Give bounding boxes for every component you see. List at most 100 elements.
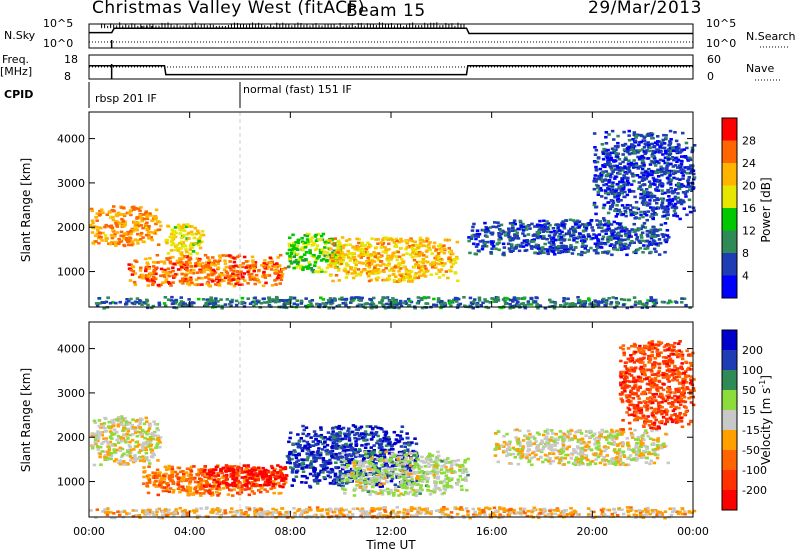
scatter-cell [640, 171, 644, 175]
scatter-cell [148, 230, 152, 234]
scatter-cell [141, 240, 145, 243]
scatter-cell [594, 212, 598, 216]
scatter-cell [104, 429, 108, 433]
scatter-cell [516, 297, 520, 300]
scatter-cell [413, 274, 417, 277]
scatter-cell [543, 248, 548, 251]
scatter-cell [339, 262, 344, 265]
scatter-cell [98, 433, 102, 436]
scatter-cell [197, 238, 202, 242]
scatter-cell [283, 304, 287, 308]
scatter-cell [555, 246, 559, 250]
scatter-cell [646, 235, 650, 238]
scatter-cell [113, 233, 117, 236]
scatter-cell [102, 307, 106, 310]
scatter-cell [217, 279, 222, 282]
scatter-cell [144, 267, 148, 270]
scatter-cell [446, 276, 450, 280]
scatter-cell [392, 299, 397, 303]
scatter-cell [529, 245, 533, 248]
scatter-cell [641, 195, 645, 199]
scatter-cell [220, 304, 224, 308]
scatter-cell [367, 246, 371, 249]
scatter-cell [183, 255, 187, 258]
scatter-cell [442, 251, 447, 255]
scatter-cell [601, 157, 606, 161]
scatter-cell [90, 219, 95, 222]
scatter-cell [657, 253, 662, 256]
scatter-cell [595, 223, 600, 226]
scatter-cell [166, 258, 170, 261]
scatter-cell [309, 237, 313, 241]
scatter-cell [223, 474, 227, 478]
scatter-cell [145, 278, 150, 281]
scatter-cell [422, 296, 427, 299]
scatter-cell [126, 230, 130, 234]
scatter-cell [168, 282, 172, 285]
freq-label: Freq. [2, 53, 30, 66]
scatter-cell [533, 251, 537, 255]
scatter-cell [418, 252, 423, 256]
scatter-cell [130, 438, 135, 442]
scatter-cell [159, 274, 163, 278]
scatter-cell [473, 298, 477, 301]
scatter-cell [458, 302, 463, 306]
scatter-cell [116, 423, 121, 426]
scatter-cell [523, 225, 527, 229]
scatter-cell [612, 220, 616, 224]
scatter-cell [232, 488, 236, 491]
scatter-cell [596, 237, 600, 241]
scatter-cell [207, 283, 211, 287]
scatter-cell [614, 297, 618, 300]
scatter-cell [166, 281, 171, 284]
scatter-cell [300, 240, 305, 243]
scatter-cell [388, 299, 392, 303]
scatter-cell [156, 428, 160, 432]
scatter-cell [121, 419, 125, 422]
scatter-cell [633, 303, 638, 307]
scatter-cell [497, 224, 501, 228]
scatter-cell [182, 223, 186, 227]
scatter-cell [642, 139, 647, 142]
scatter-cell [485, 235, 489, 238]
scatter-cell [646, 299, 650, 302]
scatter-cell [218, 480, 223, 484]
scatter-cell [387, 452, 392, 455]
scatter-cell [95, 219, 99, 222]
scatter-cell [658, 183, 662, 187]
scatter-cell [128, 455, 133, 458]
scatter-cell [684, 141, 689, 145]
scatter-cell [419, 296, 424, 300]
scatter-cell [217, 254, 222, 258]
scatter-cell [285, 299, 289, 302]
scatter-cell [529, 240, 533, 243]
scatter-cell [621, 213, 625, 216]
scatter-cell [210, 487, 215, 490]
scatter-cell [138, 209, 142, 213]
scatter-cell [134, 221, 139, 225]
scatter-cell [194, 278, 199, 281]
scatter-cell [618, 162, 622, 165]
scatter-cell [211, 485, 216, 488]
scatter-cell [200, 474, 205, 477]
scatter-cell [220, 471, 224, 475]
scatter-cell [389, 258, 393, 262]
scatter-cell [97, 437, 101, 440]
scatter-cell [630, 147, 634, 150]
scatter-cell [602, 297, 606, 301]
scatter-cell [366, 241, 370, 245]
scatter-cell [673, 197, 678, 201]
scatter-cell [138, 455, 142, 459]
scatter-cell [112, 450, 117, 454]
scatter-cell [346, 256, 351, 259]
scatter-cell [343, 298, 348, 301]
scatter-cell [619, 243, 624, 246]
scatter-cell [420, 265, 424, 268]
scatter-cell [610, 190, 615, 194]
scatter-cell [553, 302, 558, 305]
scatter-cell [227, 279, 232, 282]
scatter-cell [613, 159, 618, 163]
scatter-cell [437, 256, 441, 259]
scatter-cell [442, 244, 446, 247]
scatter-cell [639, 155, 643, 159]
